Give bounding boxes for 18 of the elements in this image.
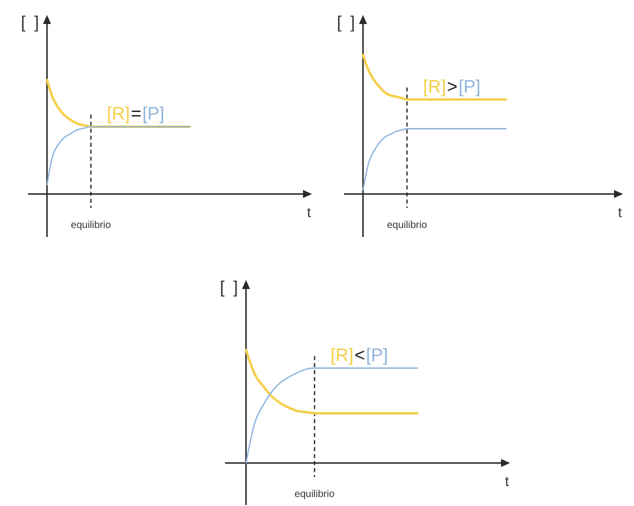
annotation: < [354,345,366,366]
x-axis-title: t [307,204,312,220]
x-axis-title: t [618,204,622,220]
annotation: = [130,104,142,124]
series-label: [P] [366,345,388,366]
series-label: [P] [142,104,164,124]
text: [R] [330,345,354,366]
series-label: [P] [458,76,481,96]
y-axis-title: [ ] [220,278,240,297]
series-label: [R] [106,104,130,124]
annotation: > [447,76,458,96]
text: equilibrio [386,220,428,231]
text: equilibrio [70,220,112,231]
y-axis-title: [ ] [20,13,41,32]
text: equilibrio [294,489,335,500]
series-label: [R] [423,76,446,96]
y-axis-title: [ ] [336,13,357,32]
x-axis-title: t [505,473,510,489]
